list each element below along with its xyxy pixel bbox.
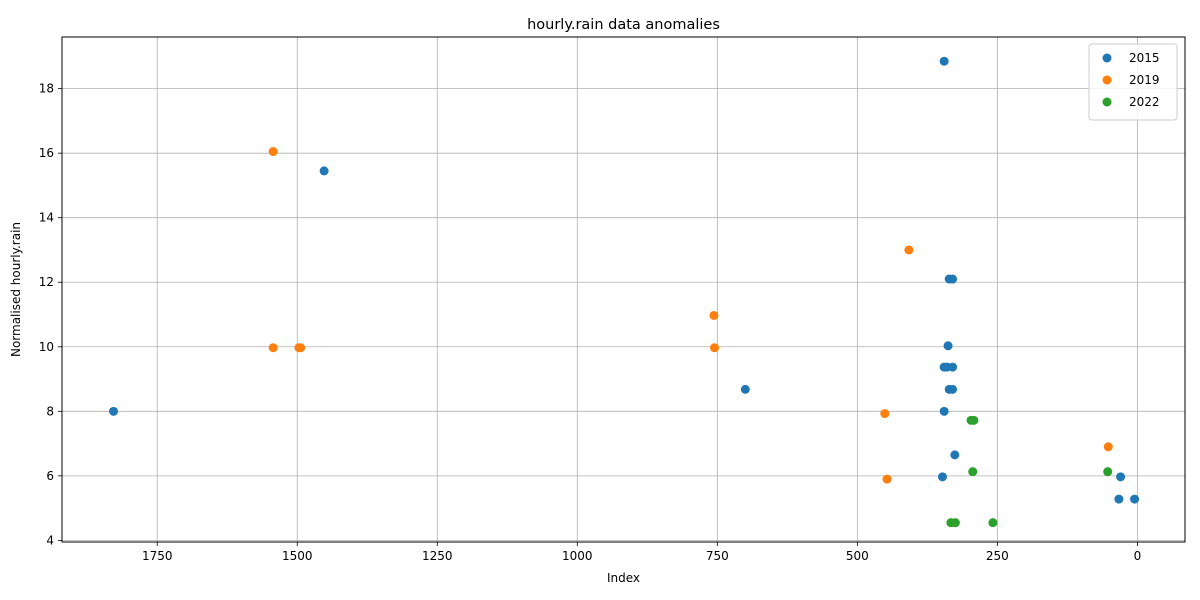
x-tick-label: 250 — [986, 549, 1009, 563]
data-point — [710, 343, 720, 353]
y-tick-label: 18 — [39, 82, 54, 96]
plot-frame — [61, 36, 1186, 543]
y-tick-label: 14 — [39, 211, 54, 225]
y-tick-label: 16 — [39, 146, 54, 160]
data-point — [319, 166, 329, 176]
data-point — [268, 147, 278, 157]
legend-marker — [1102, 53, 1112, 63]
data-point — [1114, 494, 1124, 504]
y-tick-label: 6 — [46, 469, 54, 483]
series-2015 — [109, 56, 1140, 504]
x-tick-label: 750 — [706, 549, 729, 563]
data-point — [950, 450, 960, 460]
y-tick-label: 4 — [46, 533, 54, 547]
data-point — [937, 472, 947, 482]
data-point — [943, 341, 953, 351]
x-tick-label: 1500 — [282, 549, 313, 563]
x-axis-title: Index — [607, 571, 640, 585]
data-point — [969, 415, 979, 425]
data-point — [1103, 467, 1113, 477]
x-tick-label: 1250 — [422, 549, 453, 563]
grid — [62, 37, 1185, 542]
legend-marker — [1102, 97, 1112, 107]
data-point — [709, 310, 719, 320]
data-point — [904, 245, 914, 255]
x-tick-label: 500 — [846, 549, 869, 563]
legend: 2015 2019 2022 — [1088, 43, 1178, 121]
y-tick-label: 10 — [39, 340, 54, 354]
data-point — [1116, 472, 1126, 482]
y-tick-label: 12 — [39, 275, 54, 289]
x-tick-label: 1000 — [562, 549, 593, 563]
data-point — [268, 343, 278, 353]
x-tick-label: 1750 — [142, 549, 173, 563]
data-point — [109, 406, 119, 416]
data-point — [882, 474, 892, 484]
legend-label: 2022 — [1129, 95, 1160, 109]
data-point — [988, 518, 998, 528]
data-point — [948, 362, 958, 372]
series-2019 — [268, 147, 1113, 484]
axis-ticks: 1750 1500 1250 1000 750 500 250 0 4 6 8 10 12 14 16 18 — [39, 82, 1141, 563]
x-tick-label: 0 — [1134, 549, 1142, 563]
data-point — [968, 467, 978, 477]
legend-label: 2015 — [1129, 51, 1160, 65]
legend-label: 2019 — [1129, 73, 1160, 87]
y-tick-label: 8 — [46, 404, 54, 418]
data-point — [939, 406, 949, 416]
data-point — [948, 384, 958, 394]
data-point — [939, 56, 949, 66]
y-axis-title: Normalised hourly.rain — [9, 222, 23, 357]
data-point — [1103, 442, 1113, 452]
data-point — [740, 384, 750, 394]
data-points — [109, 56, 1140, 528]
legend-marker — [1102, 75, 1112, 85]
series-2022 — [946, 415, 1113, 528]
chart-title: hourly.rain data anomalies — [527, 17, 720, 33]
data-point — [1130, 494, 1140, 504]
data-point — [880, 409, 890, 419]
data-point — [950, 518, 960, 528]
data-point — [948, 274, 958, 284]
data-point — [296, 343, 306, 353]
